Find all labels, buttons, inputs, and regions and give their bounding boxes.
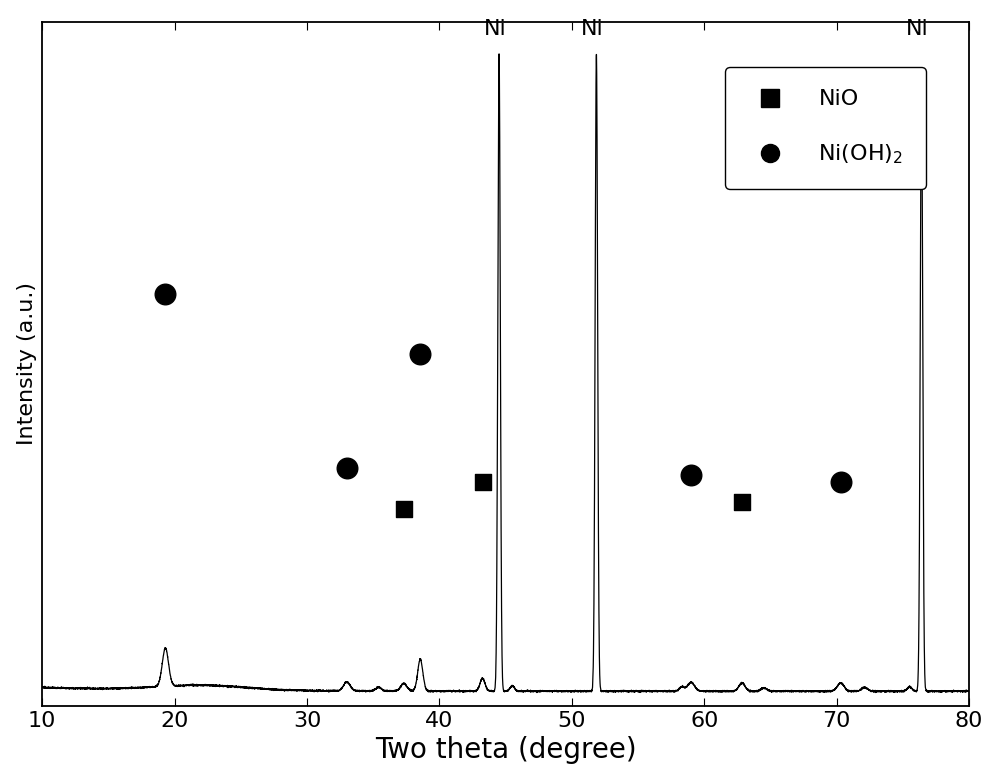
Text: Ni: Ni (484, 19, 506, 39)
Point (396, 502, 412, 515)
Point (683, 469, 699, 481)
Text: Ni: Ni (581, 19, 604, 39)
Legend: NiO, Ni(OH)$_2$: NiO, Ni(OH)$_2$ (725, 67, 926, 188)
Text: Ni: Ni (906, 19, 929, 39)
Point (475, 476, 491, 488)
Point (412, 348, 428, 360)
Y-axis label: Intensity (a.u.): Intensity (a.u.) (17, 283, 37, 445)
Point (157, 287, 173, 300)
Point (734, 496, 750, 508)
X-axis label: Two theta (degree): Two theta (degree) (375, 736, 636, 765)
Point (339, 462, 355, 475)
Point (833, 476, 849, 488)
